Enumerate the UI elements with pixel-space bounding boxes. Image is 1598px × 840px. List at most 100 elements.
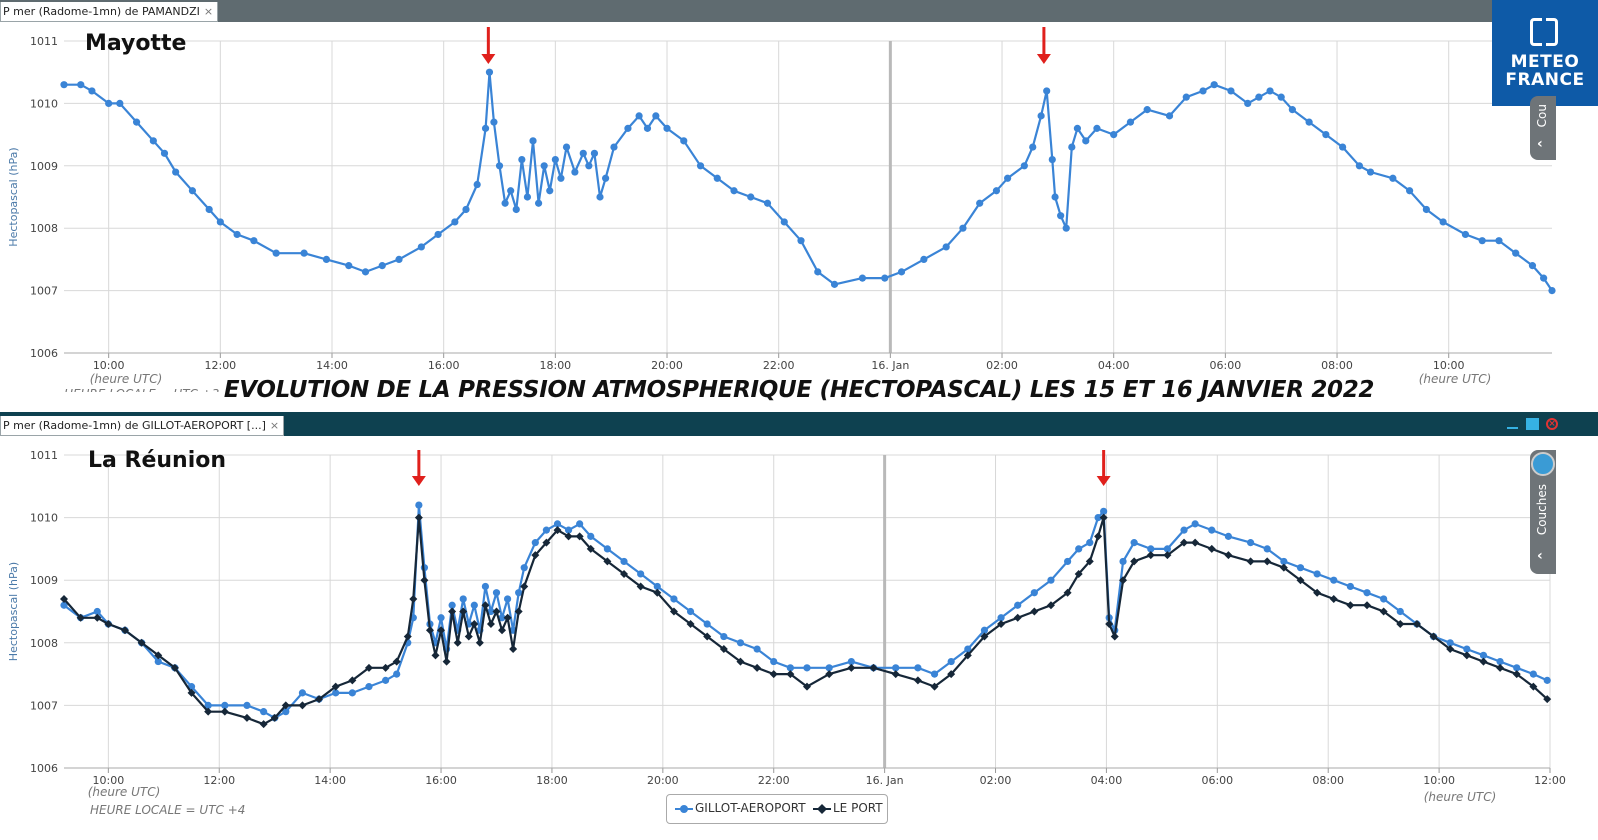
chevron-left-icon[interactable]: ‹ [1537,548,1543,564]
chevron-left-icon[interactable]: ‹ [1537,136,1543,152]
red-arrow-head [1096,476,1111,486]
data-point [365,683,373,691]
close-icon[interactable]: × [203,5,214,18]
data-point [448,601,456,609]
data-point [473,180,481,189]
data-point [553,520,562,528]
data-point [1479,657,1488,666]
data-point [331,682,340,691]
layers-control-top[interactable]: Cou ‹ [1530,96,1556,160]
data-point [586,544,595,553]
data-point [523,193,532,201]
data-point [1280,557,1288,566]
data-point [980,632,989,641]
bottom-tab-bar: P mer (Radome-1mn) de GILLOT-AEROPORT [.… [0,412,1598,436]
tab-gillot[interactable]: P mer (Radome-1mn) de GILLOT-AEROPORT [.… [0,416,285,436]
data-point [1224,551,1233,560]
data-point [395,255,403,263]
maximize-icon[interactable] [1526,418,1539,430]
data-point [1296,576,1305,585]
data-point [1057,212,1065,220]
data-point [270,713,279,722]
data-point [653,582,661,591]
layers-control-bottom[interactable]: Couches ‹ [1530,450,1556,574]
data-point [964,645,972,653]
data-point [603,557,612,566]
data-point [1244,99,1252,107]
data-point [786,670,795,679]
data-point [542,538,551,547]
lock-icon[interactable] [1531,452,1555,476]
data-point [453,638,462,647]
data-point [233,230,241,239]
x-tick-label: 12:00 [203,774,235,787]
chart-legend: GILLOT-AEROPORT LE PORT [666,794,888,824]
data-point [1207,544,1216,553]
minimize-icon[interactable] [1506,418,1519,430]
data-point [891,670,900,679]
data-point [603,545,611,553]
data-point [1446,639,1454,647]
data-point [1051,193,1059,201]
data-point [575,532,584,541]
data-point [1110,131,1118,139]
data-point [409,594,418,603]
data-point [486,620,495,629]
data-point [1246,557,1255,566]
y-tick-label: 1007 [30,285,58,298]
tab-pamandzi[interactable]: P mer (Radome-1mn) de PAMANDZI × [0,2,219,22]
legend-label-le-port[interactable]: LE PORT [833,801,883,815]
data-point [920,255,928,263]
data-point [503,595,512,603]
chart-title: La Réunion [88,448,226,473]
data-point [643,124,652,132]
data-point [498,626,507,635]
data-point [553,526,562,535]
data-point [1329,594,1338,603]
data-point [137,638,146,647]
data-point [652,112,660,120]
red-arrow-head [411,476,426,486]
data-point [60,594,68,603]
main-title: EVOLUTION DE LA PRESSION ATMOSPHERIQUE (… [223,377,1375,403]
data-point [564,526,573,534]
data-point [487,607,495,616]
data-point [786,664,794,672]
data-point [364,663,373,672]
data-point [501,199,509,207]
data-point [564,532,573,541]
data-point [509,645,518,654]
close-window-icon[interactable]: × [1546,418,1558,430]
data-point [132,118,141,126]
data-point [1439,218,1447,226]
data-point [1446,645,1455,654]
data-point [1191,538,1200,547]
legend-label-gillot[interactable]: GILLOT-AEROPORT [695,801,806,815]
data-point [534,199,543,207]
data-point [88,87,96,95]
data-point [1210,81,1218,89]
data-point [431,651,440,660]
series-line [63,516,1548,726]
data-point [1496,657,1504,666]
data-point [498,614,506,622]
data-point [1143,106,1151,114]
data-point [154,651,163,660]
data-point [686,620,695,629]
data-point [1073,124,1082,132]
data-point [437,626,446,635]
data-point [1062,224,1070,232]
data-point [459,607,468,616]
x-tick-label: 16. Jan [871,359,909,372]
data-point [780,218,788,226]
data-point [1380,595,1388,603]
data-point [520,582,529,591]
data-point [730,187,738,195]
data-point [1478,237,1486,245]
data-point [381,663,390,672]
close-icon[interactable]: × [269,419,280,432]
data-point [490,118,498,126]
data-point [76,613,85,622]
data-point [459,595,467,603]
x-tick-label: 14:00 [316,359,348,372]
